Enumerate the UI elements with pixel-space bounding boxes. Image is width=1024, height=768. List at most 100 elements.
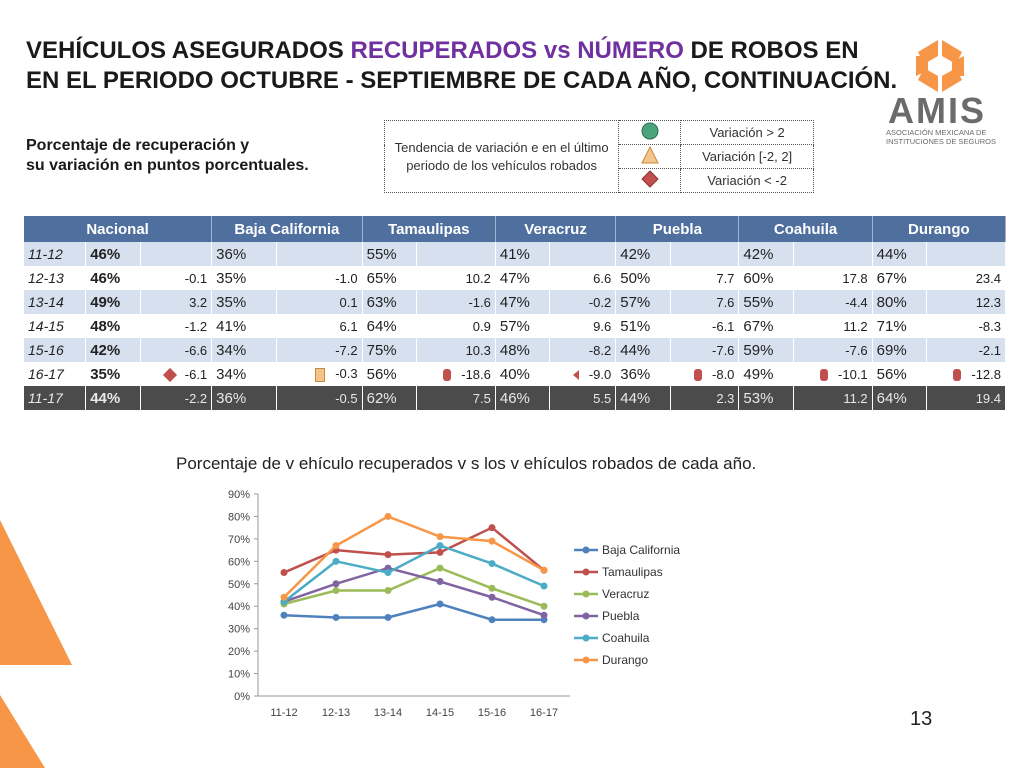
percent-cell: 35% (211, 290, 278, 314)
y-tick-label: 50% (228, 579, 250, 591)
data-point (332, 557, 340, 565)
variation-cell: 9.6 (549, 314, 617, 338)
percent-cell: 41% (495, 242, 551, 266)
trend-marker-icon (953, 369, 962, 382)
variation-value: 11.2 (843, 390, 868, 406)
legend-label: Puebla (602, 609, 640, 623)
variation-value: -2.2 (184, 390, 208, 406)
variation-value: -10.1 (838, 366, 868, 382)
data-point (436, 600, 444, 608)
header-nacional: Nacional (24, 216, 213, 242)
percent-cell: 42% (85, 338, 141, 362)
amis-logo-icon (916, 40, 964, 92)
title-part2: RECUPERADOS vs NÚMERO (350, 37, 684, 64)
table-row: 11-12 46% 36% 55% 41% 42% 42% 44% (24, 242, 1006, 266)
percent-cell: 67% (872, 266, 928, 290)
variation-cell: 5.5 (549, 386, 617, 410)
data-point (540, 582, 548, 590)
series-line (283, 602, 544, 621)
data-point (280, 569, 288, 577)
y-tick-label: 10% (228, 669, 250, 681)
variation-cell: -0.1 (140, 266, 213, 290)
y-tick-label: 40% (228, 601, 250, 613)
data-point (436, 578, 444, 586)
legend-marker (582, 568, 590, 576)
legend-marker (582, 546, 590, 554)
variation-value: -2.1 (978, 342, 1001, 358)
legend-label: Baja California (602, 543, 680, 557)
data-point (280, 611, 288, 619)
percent-cell: 34% (211, 362, 278, 386)
variation-value: 7.7 (716, 270, 735, 286)
variation-cell: -2.2 (140, 386, 213, 410)
legend-label: Durango (602, 653, 648, 667)
legend-marker (582, 634, 590, 642)
header-puebla: Puebla (615, 216, 740, 242)
legend-label-stable: Variación [-2, 2] (680, 144, 814, 169)
x-tick-label: 13-14 (374, 707, 402, 719)
data-point (384, 569, 392, 577)
variation-cell: 23.4 (926, 266, 1006, 290)
data-point (488, 537, 496, 545)
percent-cell: 53% (738, 386, 794, 410)
year-cell: 12-13 (24, 266, 87, 290)
variation-value: -6.1 (184, 366, 208, 382)
page-number: 13 (910, 708, 933, 730)
percent-cell: 62% (362, 386, 417, 410)
y-tick-label: 70% (228, 534, 250, 546)
data-point (384, 587, 392, 595)
percent-cell: 55% (738, 290, 794, 314)
percent-cell: 46% (85, 266, 141, 290)
percent-cell: 48% (495, 338, 551, 362)
percent-cell: 48% (85, 314, 141, 338)
year-cell: 14-15 (24, 314, 87, 338)
header-baja-california: Baja California (211, 216, 363, 242)
legend-marker (582, 612, 590, 620)
percent-cell: 49% (85, 290, 141, 314)
variation-value: -0.1 (184, 270, 208, 286)
subtitle-line2: su variación en puntos porcentuales. (26, 157, 309, 174)
variation-value: 6.6 (593, 270, 612, 286)
percent-cell: 75% (362, 338, 417, 362)
y-tick-label: 90% (228, 489, 250, 501)
table-row: 12-13 46% -0.1 35% -1.0 65% 10.2 47% 6.6 50% 7.7 60… (24, 266, 1006, 290)
variation-cell (793, 242, 873, 266)
variation-cell: -6.6 (140, 338, 213, 362)
percent-cell: 35% (211, 266, 278, 290)
legend-label-down: Variación < -2 (680, 168, 814, 193)
yellow-triangle-icon (618, 144, 682, 169)
variation-cell: 6.1 (276, 314, 363, 338)
data-point (488, 524, 496, 532)
y-tick-label: 20% (228, 646, 250, 658)
variation-value: 5.5 (593, 390, 612, 406)
variation-cell (926, 242, 1006, 266)
variation-cell: 19.4 (926, 386, 1006, 410)
x-tick-label: 15-16 (478, 707, 506, 719)
percent-cell: 65% (362, 266, 417, 290)
percent-cell: 59% (738, 338, 794, 362)
percent-cell: 71% (872, 314, 928, 338)
variation-cell: 0.9 (416, 314, 496, 338)
variation-value: -12.8 (971, 366, 1001, 382)
data-point (384, 512, 392, 520)
variation-value: 6.1 (339, 318, 358, 334)
recovery-table: Nacional Baja California Tamaulipas Vera… (24, 216, 1007, 410)
data-point (488, 584, 496, 592)
data-point (540, 611, 548, 619)
variation-value: 23.4 (975, 270, 1001, 286)
variation-cell: 10.2 (416, 266, 496, 290)
variation-cell (140, 242, 213, 266)
variation-cell: -10.1 (793, 362, 873, 386)
percent-cell: 41% (211, 314, 278, 338)
chart-title: Porcentaje de v ehículo recuperados v s … (176, 454, 757, 473)
percent-cell: 67% (738, 314, 794, 338)
x-tick-label: 12-13 (322, 707, 350, 719)
variation-cell (670, 242, 740, 266)
variation-cell: -6.1 (670, 314, 740, 338)
title-part1: VEHÍCULOS ASEGURADOS (26, 37, 351, 64)
variation-cell: -8.0 (670, 362, 740, 386)
year-cell: 15-16 (24, 338, 87, 362)
percent-cell: 50% (615, 266, 671, 290)
variation-value: 10.3 (465, 342, 491, 358)
legend-label: Veracruz (602, 587, 649, 601)
